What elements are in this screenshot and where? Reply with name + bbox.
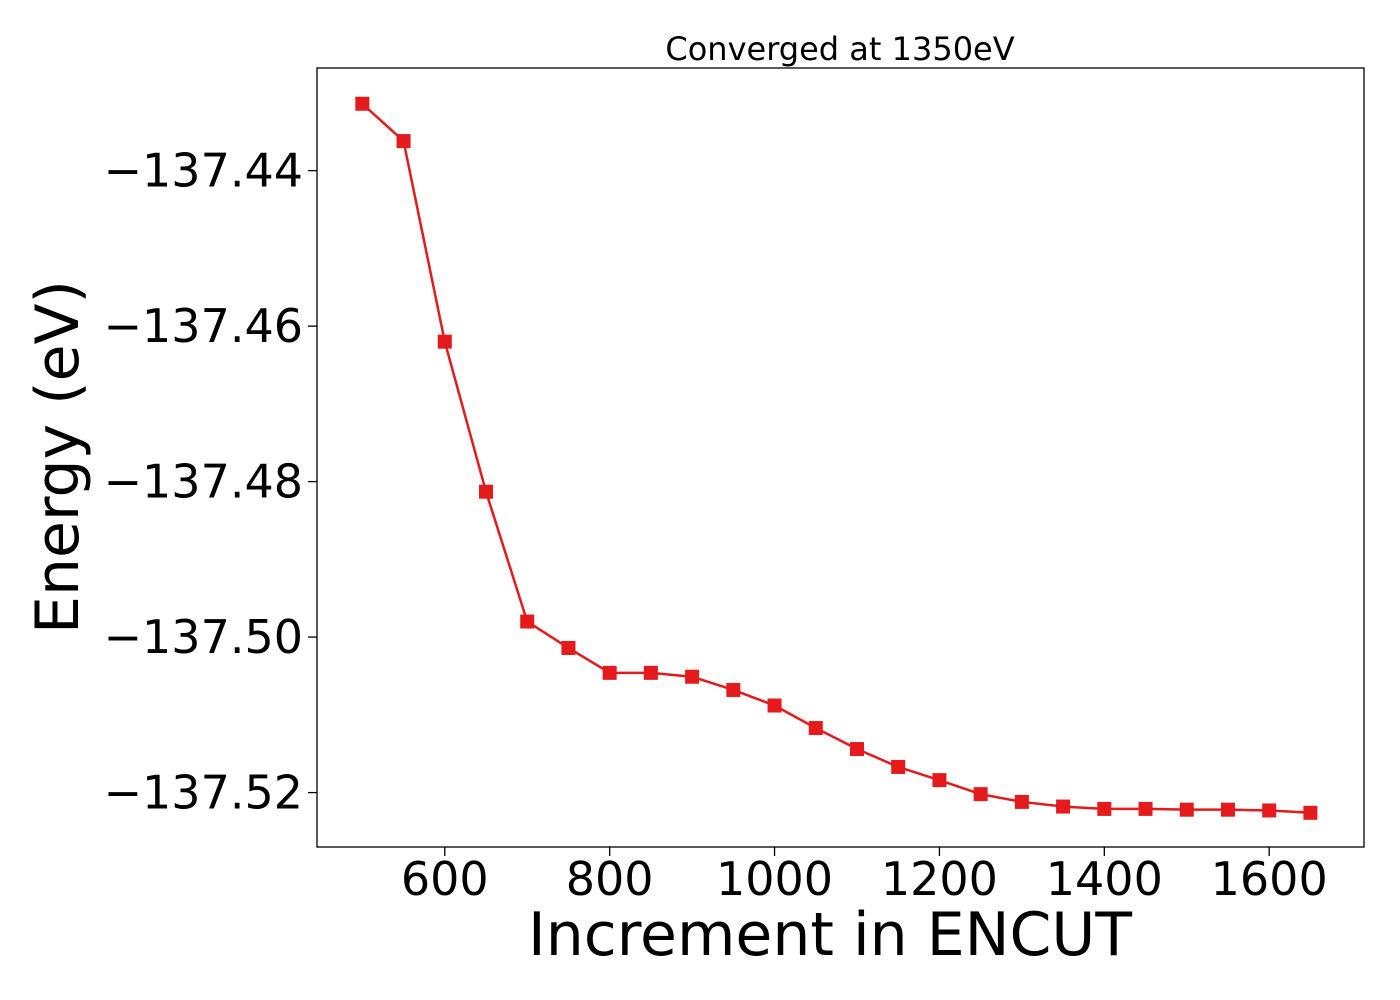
data-point-marker [520, 614, 535, 629]
data-point-marker [1303, 805, 1318, 820]
data-point-marker [973, 787, 988, 802]
y-tick-label: −137.46 [104, 299, 304, 353]
x-tick-label: 1400 [1046, 852, 1163, 906]
data-point-marker [1138, 801, 1153, 816]
data-point-marker [849, 742, 864, 757]
data-point-marker [767, 698, 782, 713]
x-tick-label: 800 [566, 852, 654, 906]
data-point-marker [1014, 794, 1029, 809]
series-line [361, 102, 1311, 815]
data-point-marker [1097, 801, 1112, 816]
y-tick-label: −137.52 [104, 766, 304, 820]
y-axis-ticks: −137.44 −137.46 −137.48 −137.50 −137.52 [104, 144, 317, 820]
x-tick-label: 600 [401, 852, 489, 906]
data-point-marker [602, 665, 617, 680]
series-layer [355, 96, 1318, 820]
data-point-marker [1220, 802, 1235, 817]
data-point-marker [437, 334, 452, 349]
y-tick-label: −137.48 [104, 455, 304, 509]
x-axis-ticks: 600 800 1000 1200 1400 1600 [401, 847, 1328, 906]
data-point-marker [396, 134, 411, 149]
y-tick-label: −137.50 [104, 610, 304, 664]
x-tick-label: 1200 [881, 852, 998, 906]
data-point-marker [643, 665, 658, 680]
y-tick-label: −137.44 [104, 144, 304, 198]
plot-frame [316, 67, 1365, 848]
data-point-marker [1179, 802, 1194, 817]
data-point-marker [1262, 803, 1277, 818]
chart-title: Converged at 1350eV [665, 30, 1014, 68]
data-point-marker [479, 484, 494, 499]
x-axis-label: Increment in ENCUT [528, 900, 1132, 970]
data-point-marker [685, 669, 700, 684]
data-point-marker [726, 682, 741, 697]
x-tick-label: 1600 [1211, 852, 1328, 906]
data-point-marker [808, 721, 823, 736]
data-point-marker [891, 759, 906, 774]
data-point-marker [561, 640, 576, 655]
x-tick-label: 1000 [716, 852, 833, 906]
data-point-marker [932, 773, 947, 788]
data-point-marker [355, 96, 370, 111]
data-point-marker [1056, 799, 1071, 814]
y-axis-label: Energy (eV) [23, 280, 93, 634]
